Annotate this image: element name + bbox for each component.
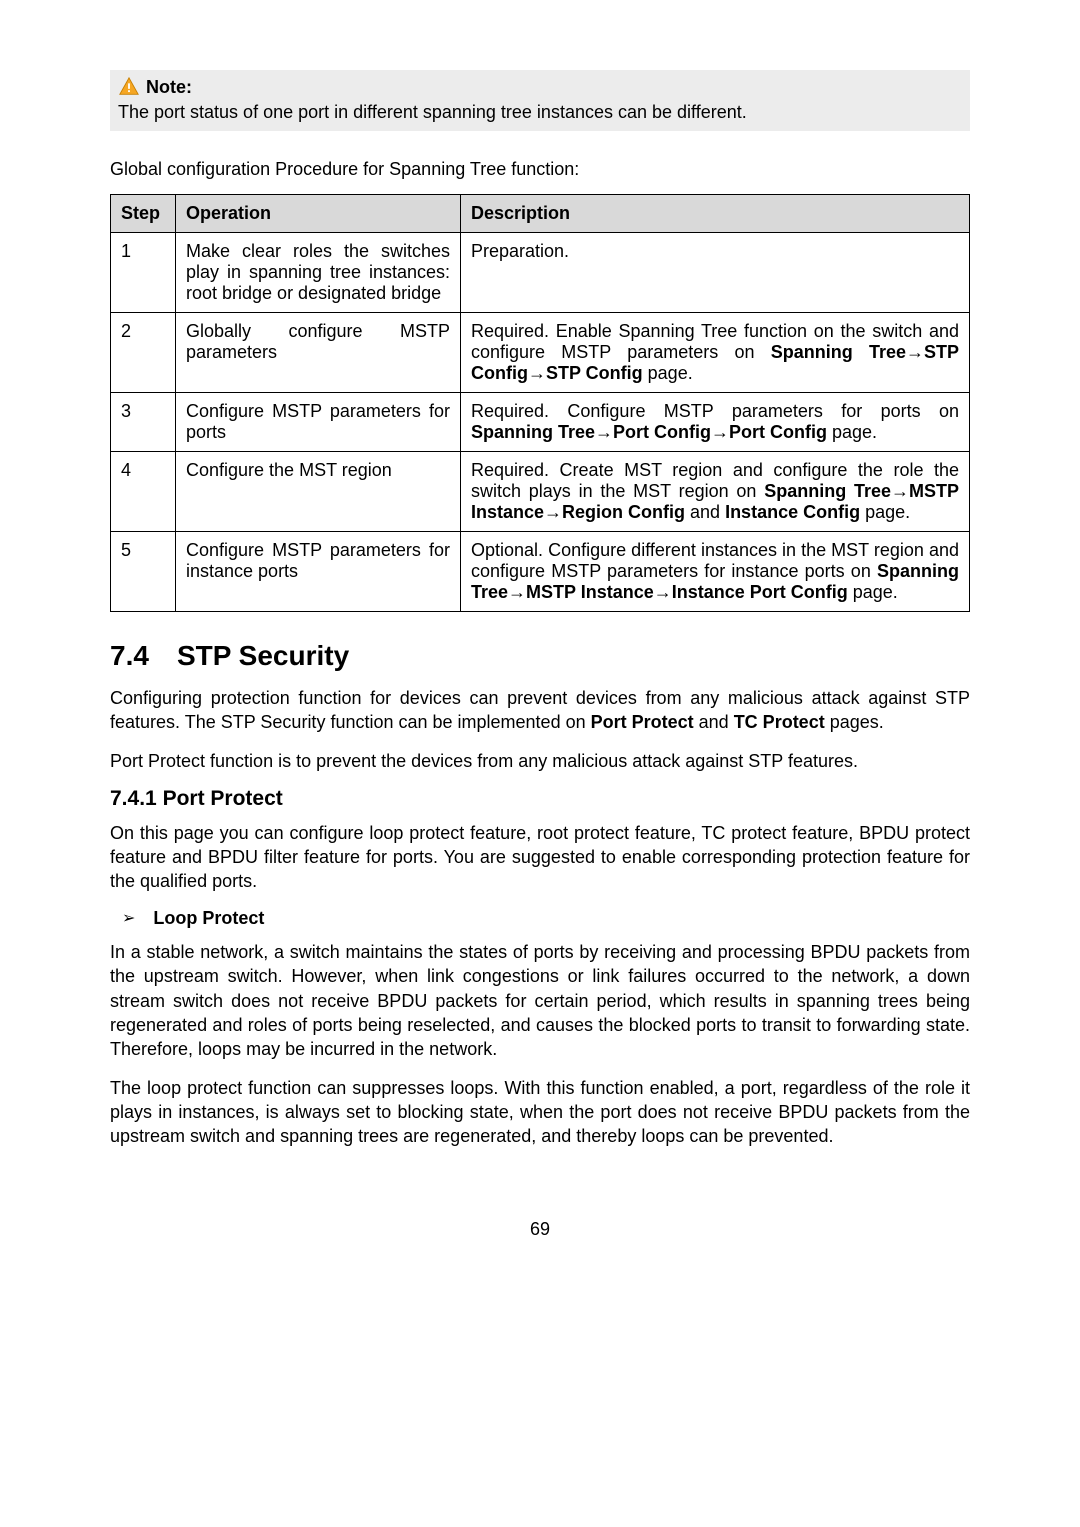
note-label: Note: xyxy=(146,77,192,98)
intro-text: Global configuration Procedure for Spann… xyxy=(110,159,970,180)
section-title: STP Security xyxy=(177,640,349,671)
section-number: 7.4 xyxy=(110,640,149,672)
cell-step: 2 xyxy=(111,313,176,393)
table-row: 2 Globally configure MSTP parameters Req… xyxy=(111,313,970,393)
warning-icon xyxy=(118,76,140,98)
note-text: The port status of one port in different… xyxy=(118,102,962,123)
cell-operation: Configure MSTP parameters for ports xyxy=(176,393,461,452)
table-row: 5 Configure MSTP parameters for instance… xyxy=(111,532,970,612)
col-header-description: Description xyxy=(461,195,970,233)
cell-operation: Globally configure MSTP parameters xyxy=(176,313,461,393)
section-paragraph: Port Protect function is to prevent the … xyxy=(110,749,970,773)
subsection-paragraph: The loop protect function can suppresses… xyxy=(110,1076,970,1149)
cell-step: 5 xyxy=(111,532,176,612)
table-row: 1 Make clear roles the switches play in … xyxy=(111,233,970,313)
cell-description: Optional. Configure different instances … xyxy=(461,532,970,612)
cell-operation: Configure MSTP parameters for instance p… xyxy=(176,532,461,612)
bullet-item: ➢ Loop Protect xyxy=(122,908,970,930)
cell-description: Required. Enable Spanning Tree function … xyxy=(461,313,970,393)
procedure-table: Step Operation Description 1 Make clear … xyxy=(110,194,970,612)
section-heading: 7.4 STP Security xyxy=(110,640,970,672)
note-header: Note: xyxy=(118,76,962,98)
cell-description: Required. Create MST region and configur… xyxy=(461,452,970,532)
col-header-step: Step xyxy=(111,195,176,233)
section-paragraph: Configuring protection function for devi… xyxy=(110,686,970,735)
note-box: Note: The port status of one port in dif… xyxy=(110,70,970,131)
cell-operation: Configure the MST region xyxy=(176,452,461,532)
cell-step: 3 xyxy=(111,393,176,452)
subsection-heading: 7.4.1 Port Protect xyxy=(110,787,970,811)
subsection-paragraph: In a stable network, a switch maintains … xyxy=(110,940,970,1061)
table-header-row: Step Operation Description xyxy=(111,195,970,233)
subsection-number: 7.4.1 xyxy=(110,787,157,810)
subsection-paragraph: On this page you can configure loop prot… xyxy=(110,821,970,894)
chevron-right-icon: ➢ xyxy=(122,908,135,930)
cell-operation: Make clear roles the switches play in sp… xyxy=(176,233,461,313)
cell-step: 4 xyxy=(111,452,176,532)
col-header-operation: Operation xyxy=(176,195,461,233)
bullet-label: Loop Protect xyxy=(153,908,264,929)
page-number: 69 xyxy=(110,1219,970,1240)
cell-description: Preparation. xyxy=(461,233,970,313)
cell-description: Required. Configure MSTP parameters for … xyxy=(461,393,970,452)
cell-step: 1 xyxy=(111,233,176,313)
table-row: 3 Configure MSTP parameters for ports Re… xyxy=(111,393,970,452)
subsection-title: Port Protect xyxy=(163,787,283,810)
table-row: 4 Configure the MST region Required. Cre… xyxy=(111,452,970,532)
